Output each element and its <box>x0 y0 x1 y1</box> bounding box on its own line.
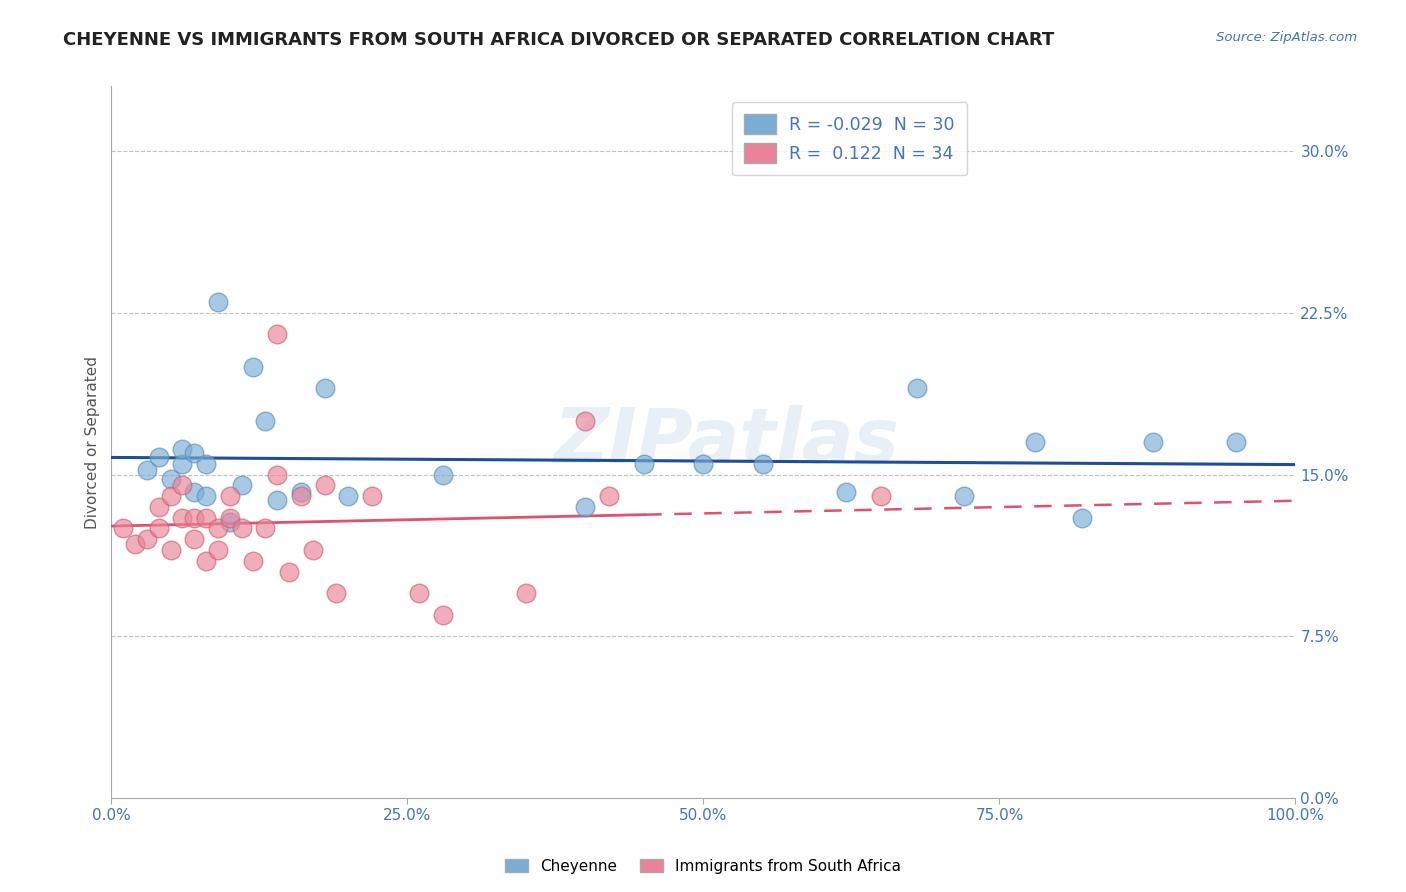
Point <box>314 478 336 492</box>
Point <box>254 521 277 535</box>
Point <box>266 467 288 482</box>
Point <box>1071 510 1094 524</box>
Point <box>242 554 264 568</box>
Point <box>290 489 312 503</box>
Point <box>1225 435 1247 450</box>
Point <box>574 500 596 514</box>
Point <box>159 489 181 503</box>
Point <box>172 442 194 456</box>
Legend: Cheyenne, Immigrants from South Africa: Cheyenne, Immigrants from South Africa <box>499 853 907 880</box>
Point <box>112 521 135 535</box>
Point <box>195 489 218 503</box>
Point <box>183 533 205 547</box>
Point <box>633 457 655 471</box>
Point <box>218 489 240 503</box>
Point <box>124 536 146 550</box>
Text: ZIPatlas: ZIPatlas <box>554 405 900 479</box>
Point <box>953 489 976 503</box>
Point <box>231 478 253 492</box>
Point <box>598 489 620 503</box>
Point <box>136 533 159 547</box>
Point <box>905 381 928 395</box>
Point <box>242 359 264 374</box>
Point <box>207 521 229 535</box>
Point <box>432 607 454 622</box>
Point <box>159 472 181 486</box>
Point <box>408 586 430 600</box>
Point <box>314 381 336 395</box>
Point <box>751 457 773 471</box>
Point <box>148 521 170 535</box>
Point <box>136 463 159 477</box>
Point <box>172 457 194 471</box>
Point <box>183 510 205 524</box>
Point <box>159 543 181 558</box>
Point <box>574 414 596 428</box>
Point <box>325 586 347 600</box>
Legend: R = -0.029  N = 30, R =  0.122  N = 34: R = -0.029 N = 30, R = 0.122 N = 34 <box>733 103 967 175</box>
Point <box>432 467 454 482</box>
Point <box>834 484 856 499</box>
Text: CHEYENNE VS IMMIGRANTS FROM SOUTH AFRICA DIVORCED OR SEPARATED CORRELATION CHART: CHEYENNE VS IMMIGRANTS FROM SOUTH AFRICA… <box>63 31 1054 49</box>
Point <box>195 554 218 568</box>
Point <box>301 543 323 558</box>
Point <box>290 484 312 499</box>
Point <box>254 414 277 428</box>
Point <box>183 446 205 460</box>
Point <box>195 457 218 471</box>
Point <box>218 510 240 524</box>
Point <box>515 586 537 600</box>
Point <box>172 478 194 492</box>
Y-axis label: Divorced or Separated: Divorced or Separated <box>86 356 100 529</box>
Point <box>148 450 170 465</box>
Point <box>183 484 205 499</box>
Point <box>278 565 301 579</box>
Point <box>1142 435 1164 450</box>
Point <box>266 493 288 508</box>
Text: Source: ZipAtlas.com: Source: ZipAtlas.com <box>1216 31 1357 45</box>
Point <box>231 521 253 535</box>
Point <box>692 457 714 471</box>
Point <box>337 489 360 503</box>
Point <box>207 543 229 558</box>
Point <box>266 327 288 342</box>
Point <box>870 489 893 503</box>
Point <box>207 295 229 310</box>
Point <box>148 500 170 514</box>
Point <box>195 510 218 524</box>
Point <box>361 489 384 503</box>
Point <box>1024 435 1046 450</box>
Point <box>218 515 240 529</box>
Point <box>172 510 194 524</box>
